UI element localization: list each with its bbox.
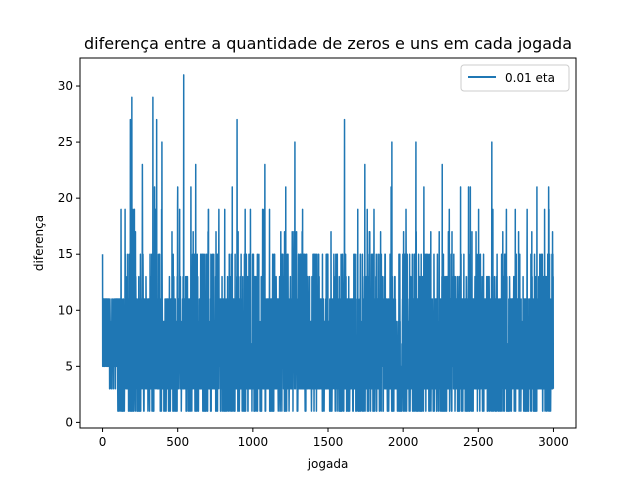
x-tick-label: 3000 xyxy=(538,435,569,449)
series-line-0.01-eta xyxy=(101,74,555,412)
legend: 0.01 eta xyxy=(460,64,570,92)
legend-label: 0.01 eta xyxy=(505,71,555,85)
y-tick-label: 5 xyxy=(65,359,73,373)
y-tick-label: 25 xyxy=(58,135,73,149)
y-tick-label: 15 xyxy=(58,247,73,261)
y-tick-label: 20 xyxy=(58,191,73,205)
y-tick-label: 0 xyxy=(65,415,73,429)
chart-title: diferença entre a quantidade de zeros e … xyxy=(84,34,572,53)
legend-box xyxy=(460,64,570,92)
y-axis: 0 5 10 15 20 25 30 xyxy=(58,79,80,429)
plot-layer xyxy=(101,74,555,412)
x-tick-label: 2000 xyxy=(388,435,419,449)
x-axis-label: jogada xyxy=(307,457,349,471)
x-tick-label: 1500 xyxy=(313,435,344,449)
y-tick-label: 30 xyxy=(58,79,73,93)
x-tick-label: 1000 xyxy=(238,435,269,449)
y-tick-label: 10 xyxy=(58,303,73,317)
x-tick-label: 0 xyxy=(99,435,107,449)
x-tick-label: 2500 xyxy=(463,435,494,449)
x-axis: 0 500 1000 1500 2000 2500 3000 xyxy=(99,428,569,449)
x-tick-label: 500 xyxy=(166,435,189,449)
y-axis-label: diferença xyxy=(32,215,46,271)
